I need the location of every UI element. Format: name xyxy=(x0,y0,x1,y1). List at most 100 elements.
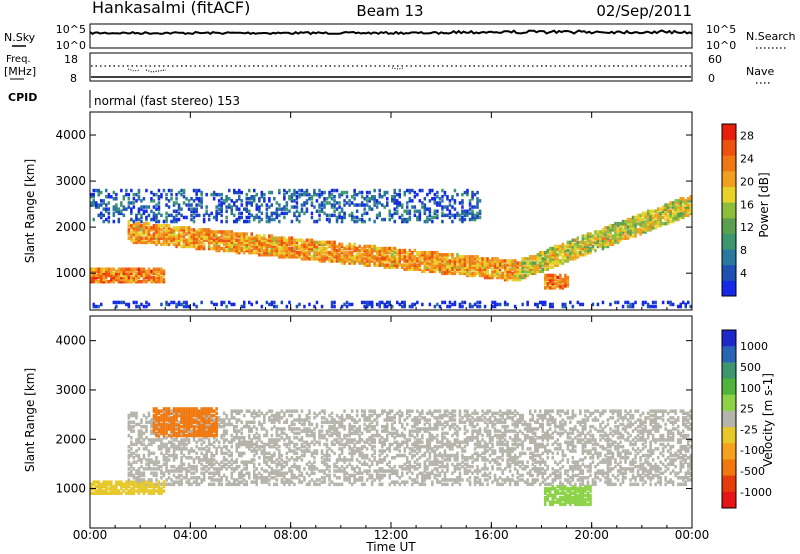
power-cell xyxy=(345,201,349,205)
power-cell xyxy=(97,192,100,197)
power-cell xyxy=(258,207,261,211)
velocity-cell xyxy=(217,478,221,482)
power-cell xyxy=(476,255,479,259)
velocity-cell xyxy=(127,424,131,429)
power-cell xyxy=(220,203,223,207)
power-cell xyxy=(182,240,186,245)
velocity-cell xyxy=(280,478,284,482)
velocity-cell xyxy=(165,458,168,462)
power-cell xyxy=(320,244,324,249)
velocity-cell xyxy=(353,438,356,442)
power-cell xyxy=(564,273,567,278)
power-cell xyxy=(275,248,279,253)
power-cell xyxy=(586,246,590,251)
power-cell xyxy=(313,250,316,255)
velocity-cell xyxy=(258,433,261,438)
velocity-cell xyxy=(285,409,289,413)
power-cell xyxy=(132,275,136,280)
power-cell xyxy=(155,275,158,280)
power-cell xyxy=(132,234,136,238)
velocity-cell xyxy=(263,427,266,431)
power-cell xyxy=(383,302,386,307)
velocity-cell xyxy=(155,460,158,464)
power-cell xyxy=(190,236,193,240)
velocity-cell xyxy=(162,489,166,493)
velocity-cell xyxy=(217,469,221,473)
power-cell xyxy=(300,244,304,249)
power-cell xyxy=(127,304,131,309)
power-cell xyxy=(170,240,173,245)
velocity-cell xyxy=(212,424,216,429)
power-cell xyxy=(556,259,559,263)
velocity-cell xyxy=(293,431,296,436)
power-cell xyxy=(413,248,417,253)
velocity-cell xyxy=(160,416,163,420)
power-cell xyxy=(646,219,650,224)
velocity-cell xyxy=(293,436,296,440)
power-cell xyxy=(167,205,171,209)
power-cell xyxy=(413,205,417,209)
velocity-cell xyxy=(215,429,218,433)
power-cell xyxy=(152,224,156,228)
velocity-cell xyxy=(285,436,289,440)
power-cell xyxy=(160,277,163,282)
power-cell xyxy=(333,304,336,309)
velocity-cell xyxy=(240,409,243,413)
velocity-cell xyxy=(177,476,181,480)
power-cell xyxy=(566,242,570,247)
velocity-cell xyxy=(152,422,156,427)
power-cell xyxy=(95,267,98,271)
velocity-cell xyxy=(235,433,238,438)
velocity-cell xyxy=(295,431,299,436)
power-cell xyxy=(561,250,565,255)
power-cell xyxy=(576,246,580,251)
velocity-cell xyxy=(340,420,344,424)
velocity-cell xyxy=(92,482,95,487)
velocity-cell xyxy=(280,416,284,420)
velocity-cell xyxy=(288,442,291,447)
power-cell xyxy=(418,188,422,193)
velocity-cell xyxy=(243,424,246,429)
power-cell xyxy=(273,242,276,247)
power-cell xyxy=(95,201,98,205)
power-cell xyxy=(157,197,161,201)
velocity-cell xyxy=(253,464,256,469)
power-cell xyxy=(122,207,126,211)
velocity-cell xyxy=(353,424,356,429)
power-cell xyxy=(330,213,334,218)
power-cell xyxy=(481,261,484,265)
power-cell xyxy=(516,271,519,276)
power-cell xyxy=(253,250,256,255)
power-cell xyxy=(157,224,161,228)
velocity-cell xyxy=(172,458,176,462)
power-cell xyxy=(107,271,111,276)
power-cell xyxy=(185,238,188,242)
velocity-cell xyxy=(160,440,163,444)
power-cell xyxy=(664,217,667,222)
power-cell xyxy=(403,217,406,222)
power-cell xyxy=(295,255,299,259)
power-cell xyxy=(436,209,439,213)
power-cell xyxy=(240,240,243,245)
power-cell xyxy=(634,217,637,222)
power-cell xyxy=(125,207,128,211)
velocity-cell xyxy=(127,489,131,493)
power-cell xyxy=(283,236,286,240)
power-cell xyxy=(325,217,329,222)
power-cell xyxy=(531,255,534,259)
power-cell xyxy=(659,211,662,216)
velocity-cell xyxy=(228,460,231,464)
velocity-cell xyxy=(205,418,208,422)
power-cell xyxy=(97,267,100,271)
power-cell xyxy=(461,269,464,274)
power-cell xyxy=(456,259,459,263)
velocity-cell xyxy=(175,418,178,422)
power-cell xyxy=(574,238,577,242)
power-cell xyxy=(200,190,203,195)
power-cell xyxy=(295,304,299,309)
velocity-cell xyxy=(205,433,208,438)
power-cell xyxy=(498,269,502,274)
velocity-cell xyxy=(325,451,329,456)
power-cell xyxy=(511,263,514,267)
power-cell xyxy=(564,248,567,253)
